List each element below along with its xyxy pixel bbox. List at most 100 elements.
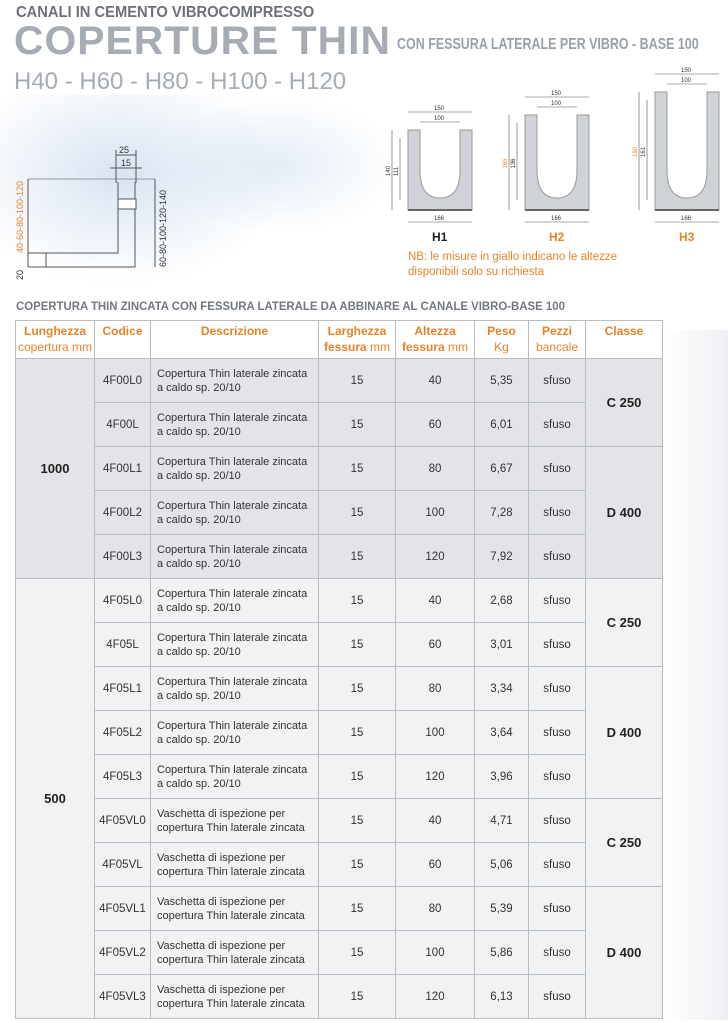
table-row: 4F00L2 Copertura Thin laterale zincata a c… bbox=[16, 490, 663, 535]
slot-height-cell: 40 bbox=[395, 358, 475, 403]
pieces-cell: sfuso bbox=[528, 754, 586, 799]
pieces-cell: sfuso bbox=[528, 402, 586, 447]
available-heights: H40 - H60 - H80 - H100 - H120 bbox=[14, 68, 347, 95]
table-header-row: Lunghezza copertura mm Codice Descrizione… bbox=[15, 320, 663, 359]
weight-cell: 7,92 bbox=[474, 534, 529, 579]
code-cell: 4F00L3 bbox=[94, 534, 151, 579]
class-cell: C 250 bbox=[585, 798, 663, 887]
table-row: 500 4F05L0 Copertura Thin laterale zincata… bbox=[15, 578, 663, 1019]
description-line: copertura Thin laterale zincata bbox=[157, 865, 305, 878]
pieces-cell: sfuso bbox=[528, 930, 586, 975]
slot-width-cell: 15 bbox=[318, 578, 396, 623]
description-line: copertura Thin laterale zincata bbox=[157, 909, 305, 922]
description-line: Copertura Thin laterale zincata bbox=[157, 631, 308, 644]
description-line: Vaschetta di ispezione per bbox=[157, 851, 286, 864]
category-heading: CANALI IN CEMENTO VIBROCOMPRESSO bbox=[16, 4, 315, 21]
description-cell: Copertura Thin laterale zincata a caldo s… bbox=[150, 402, 319, 447]
dim-left-bottom: 20 bbox=[15, 270, 25, 280]
cover-section-drawing: 25 15 40-60-80-100-120 20 60-80-100-120-… bbox=[15, 145, 168, 280]
code-cell: 4F05L bbox=[94, 622, 151, 667]
slot-width-cell: 15 bbox=[318, 974, 396, 1019]
description-line: a caldo sp. 20/10 bbox=[157, 645, 241, 658]
code-cell: 4F00L bbox=[94, 402, 151, 447]
slot-width-cell: 15 bbox=[318, 666, 396, 711]
description-line: Copertura Thin laterale zincata bbox=[157, 543, 308, 556]
profile-label: H1 bbox=[432, 230, 448, 244]
description-line: Vaschetta di ispezione per bbox=[157, 807, 286, 820]
column-header: Larghezza fessura mm bbox=[318, 320, 396, 359]
column-header-label: Larghezza bbox=[327, 324, 387, 338]
table-row: 4F05VL Vaschetta di ispezione per copertur… bbox=[16, 842, 663, 887]
description-line: a caldo sp. 20/10 bbox=[157, 425, 241, 438]
description-line: a caldo sp. 20/10 bbox=[157, 381, 241, 394]
profile-outer-width: 150 bbox=[551, 91, 562, 97]
description-cell: Copertura Thin laterale zincata a caldo s… bbox=[150, 710, 319, 755]
column-header-label: Lunghezza bbox=[24, 324, 86, 338]
column-header: Peso Kg bbox=[474, 320, 529, 359]
description-cell: Vaschetta di ispezione per copertura Thin… bbox=[150, 798, 319, 843]
slot-width-cell: 15 bbox=[318, 446, 396, 491]
slot-width-cell: 15 bbox=[318, 534, 396, 579]
column-header-label: Codice bbox=[102, 324, 143, 338]
slot-height-cell: 100 bbox=[395, 930, 475, 975]
table-row: 4F00L Copertura Thin laterale zincata a ca… bbox=[16, 402, 663, 447]
column-header: Codice bbox=[94, 320, 151, 359]
column-header-sub-bold: fessura bbox=[323, 340, 367, 354]
pieces-cell: sfuso bbox=[528, 578, 586, 623]
slot-width-cell: 15 bbox=[318, 622, 396, 667]
description-line: Copertura Thin laterale zincata bbox=[157, 719, 308, 732]
pieces-cell: sfuso bbox=[528, 446, 586, 491]
slot-height-cell: 80 bbox=[395, 446, 475, 491]
code-cell: 4F00L1 bbox=[94, 446, 151, 491]
table-row: 4F05VL1 Vaschetta di ispezione per copertu… bbox=[16, 886, 663, 1019]
column-header: Pezzi bancale bbox=[528, 320, 586, 359]
description-line: Vaschetta di ispezione per bbox=[157, 983, 286, 996]
description-line: Vaschetta di ispezione per bbox=[157, 939, 286, 952]
column-header: Lunghezza copertura mm bbox=[15, 320, 95, 359]
table-row: 4F00L1 Copertura Thin laterale zincata a c… bbox=[16, 446, 663, 579]
table-row: 4F05L3 Copertura Thin laterale zincata a c… bbox=[16, 754, 663, 799]
description-line: a caldo sp. 20/10 bbox=[157, 689, 241, 702]
column-header-label: Peso bbox=[487, 324, 516, 338]
weight-cell: 3,01 bbox=[474, 622, 529, 667]
description-line: copertura Thin laterale zincata bbox=[157, 821, 305, 834]
table-row: 4F05L1 Copertura Thin laterale zincata a c… bbox=[16, 666, 663, 799]
code-cell: 4F05L3 bbox=[94, 754, 151, 799]
code-cell: 4F00L2 bbox=[94, 490, 151, 535]
table-row: 4F05L Copertura Thin laterale zincata a ca… bbox=[16, 622, 663, 667]
description-line: copertura Thin laterale zincata bbox=[157, 997, 305, 1010]
slot-height-cell: 80 bbox=[395, 666, 475, 711]
weight-cell: 3,64 bbox=[474, 710, 529, 755]
table-row: 4F05VL3 Vaschetta di ispezione per copertu… bbox=[16, 974, 663, 1019]
class-cell: C 250 bbox=[585, 358, 663, 447]
page-title: COPERTURE THIN bbox=[14, 19, 391, 63]
weight-cell: 6,13 bbox=[474, 974, 529, 1019]
slot-height-cell: 60 bbox=[395, 402, 475, 447]
description-line: Vaschetta di ispezione per bbox=[157, 895, 286, 908]
class-cell: D 400 bbox=[585, 666, 663, 799]
description-cell: Copertura Thin laterale zincata a caldo s… bbox=[150, 666, 319, 711]
weight-cell: 5,39 bbox=[474, 886, 529, 931]
profile-inner-height: 111 bbox=[394, 166, 400, 176]
weight-cell: 3,96 bbox=[474, 754, 529, 799]
weight-cell: 2,68 bbox=[474, 578, 529, 623]
profile-inner-height: 161 bbox=[641, 146, 647, 157]
code-cell: 4F05VL bbox=[94, 842, 151, 887]
weight-cell: 6,01 bbox=[474, 402, 529, 447]
length-cell: 500 bbox=[15, 578, 95, 1019]
slot-width-cell: 15 bbox=[318, 402, 396, 447]
code-cell: 4F05L0 bbox=[94, 578, 151, 623]
description-cell: Copertura Thin laterale zincata a caldo s… bbox=[150, 490, 319, 535]
weight-cell: 7,28 bbox=[474, 490, 529, 535]
profile-inner-width: 100 bbox=[434, 116, 445, 122]
table-row: 4F05VL0 Vaschetta di ispezione per copertu… bbox=[16, 798, 663, 887]
column-header-unit: Kg bbox=[494, 340, 509, 354]
availability-note: NB: le misure in giallo indicano le alte… bbox=[408, 251, 618, 278]
pieces-cell: sfuso bbox=[528, 666, 586, 711]
code-cell: 4F05VL3 bbox=[94, 974, 151, 1019]
description-cell: Copertura Thin laterale zincata a caldo s… bbox=[150, 754, 319, 799]
dim-top-inner: 15 bbox=[121, 158, 131, 168]
description-line: Copertura Thin laterale zincata bbox=[157, 499, 308, 512]
slot-height-cell: 120 bbox=[395, 974, 475, 1019]
